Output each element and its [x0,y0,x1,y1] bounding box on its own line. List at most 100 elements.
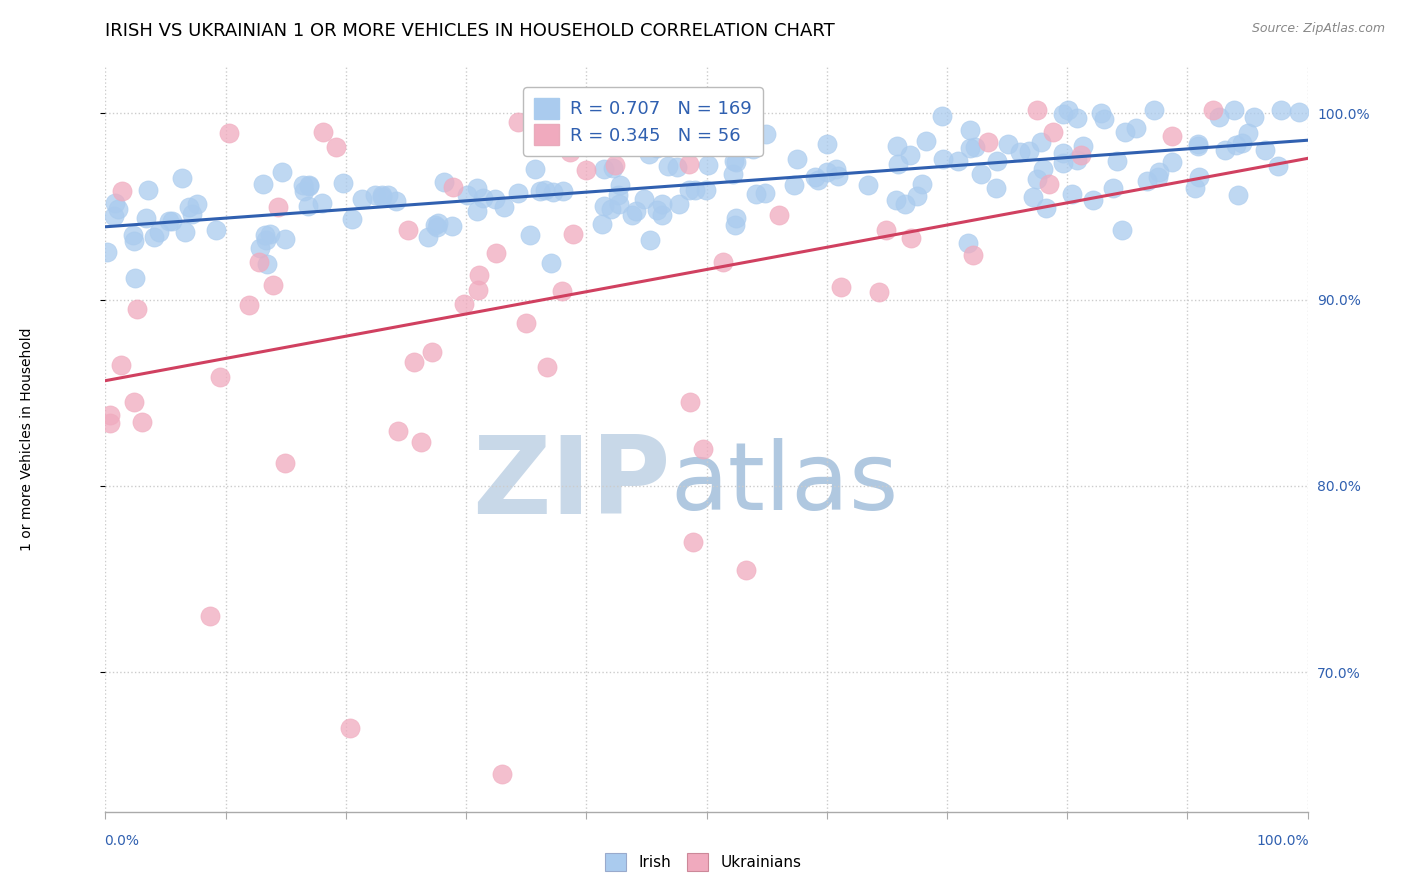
Point [396,223,419,237]
Point [1125,120,1147,135]
Point [1042,125,1064,139]
Point [423,218,446,232]
Point [898,148,921,162]
Point [519,227,541,242]
Point [607,196,630,211]
Point [523,161,546,176]
Point [371,187,394,202]
Point [124,271,146,285]
Point [970,168,993,182]
Point [122,395,145,409]
Point [491,767,513,781]
Point [965,139,987,153]
Text: ZIP: ZIP [472,431,671,537]
Point [385,194,408,209]
Legend: Irish, Ukrainians: Irish, Ukrainians [599,847,807,877]
Point [471,190,494,204]
Point [956,235,979,250]
Point [339,721,361,735]
Point [131,416,153,430]
Point [959,123,981,137]
Point [741,142,763,156]
Point [621,208,644,222]
Point [1038,177,1060,191]
Point [875,223,897,237]
Point [1243,110,1265,124]
Point [465,180,488,194]
Point [350,192,373,206]
Point [1008,145,1031,160]
Point [1288,105,1310,120]
Point [647,202,669,217]
Point [465,204,488,219]
Point [1270,103,1292,117]
Point [422,344,444,359]
Point [593,199,616,213]
Point [177,200,200,214]
Text: Source: ZipAtlas.com: Source: ZipAtlas.com [1251,22,1385,36]
Point [485,246,508,260]
Point [1029,135,1052,149]
Point [98,416,121,430]
Point [825,161,848,176]
Point [725,155,748,169]
Point [931,109,953,123]
Point [633,192,655,206]
Point [638,233,661,247]
Point [1066,111,1088,125]
Point [986,180,1008,194]
Point [911,177,934,191]
Point [506,115,529,129]
Point [332,176,354,190]
Point [668,197,690,211]
Point [173,226,195,240]
Point [724,211,747,225]
Point [804,169,827,184]
Point [696,158,718,172]
Point [492,200,515,214]
Point [562,227,585,241]
Point [218,127,240,141]
Point [651,209,673,223]
Point [1090,105,1112,120]
Point [868,285,890,300]
Point [735,563,758,577]
Point [626,203,648,218]
Point [1052,107,1074,121]
Point [734,141,756,155]
Point [1025,103,1047,117]
Point [599,202,621,216]
Point [662,103,685,117]
Point [418,229,440,244]
Point [886,139,908,153]
Point [340,212,363,227]
Point [298,178,321,193]
Point [723,154,745,169]
Point [387,425,409,439]
Point [402,354,425,368]
Point [962,248,984,262]
Point [1114,125,1136,139]
Point [679,394,702,409]
Point [607,188,630,202]
Point [1081,193,1104,207]
Point [534,183,557,197]
Point [1184,181,1206,195]
Point [1136,174,1159,188]
Point [695,183,717,197]
Point [274,232,297,246]
Point [1147,170,1170,185]
Point [932,152,955,166]
Point [724,218,747,232]
Point [553,184,575,198]
Point [887,157,910,171]
Text: 1 or more Vehicles in Household: 1 or more Vehicles in Household [20,327,34,551]
Point [122,228,145,243]
Point [433,176,456,190]
Point [1032,162,1054,177]
Point [325,139,347,153]
Point [238,298,260,312]
Point [249,241,271,255]
Point [426,216,449,230]
Point [768,208,790,222]
